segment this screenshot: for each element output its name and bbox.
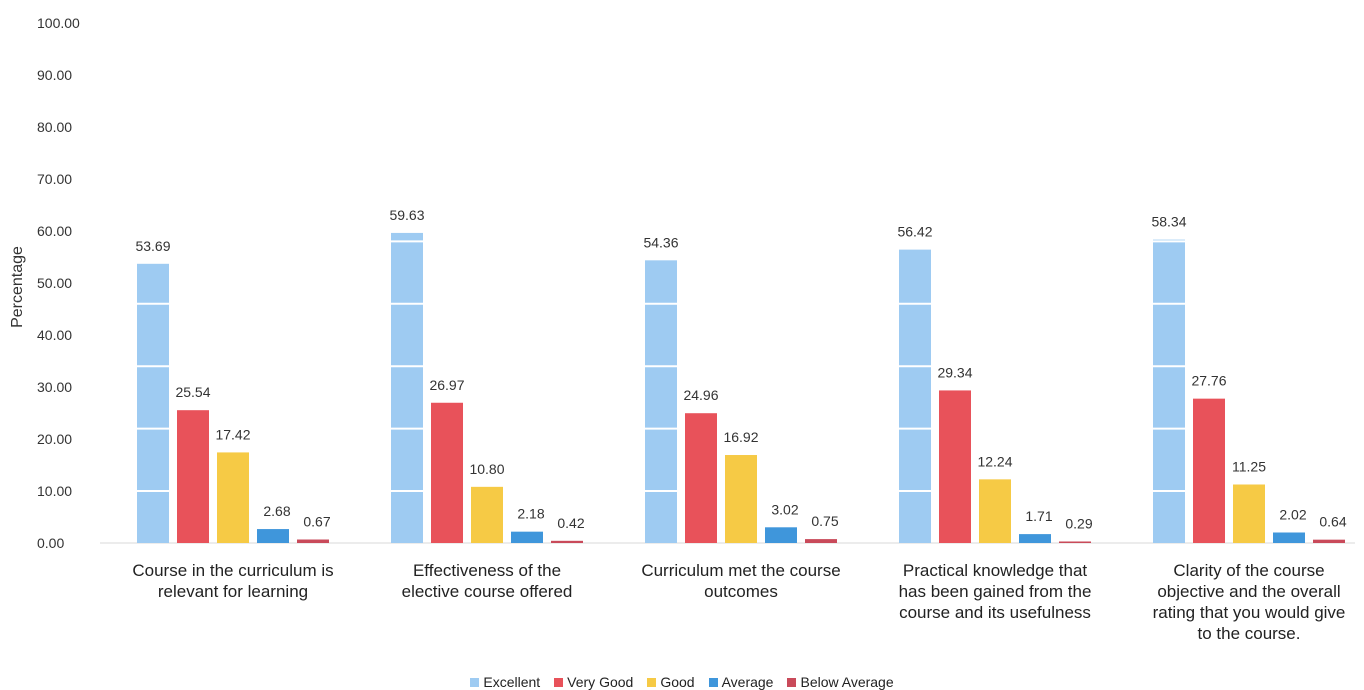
y-axis-title: Percentage — [9, 246, 26, 328]
legend-swatch — [787, 677, 797, 687]
legend-swatch — [647, 677, 657, 687]
y-tick-label: 40.00 — [37, 327, 72, 343]
category-label: Curriculum met the course outcomes — [641, 561, 840, 601]
legend-item-very-good: Very Good — [554, 674, 633, 690]
data-label-good: 17.42 — [215, 426, 250, 442]
legend-label: Good — [660, 674, 695, 690]
legend-swatch — [554, 677, 564, 687]
legend-item-good: Good — [647, 674, 695, 690]
bar-average — [765, 527, 797, 543]
y-tick-label: 20.00 — [37, 431, 72, 447]
bar-excellent — [391, 232, 423, 543]
bar-very-good — [177, 410, 209, 543]
y-tick-label: 100.00 — [37, 15, 80, 31]
data-label-below-average: 0.29 — [1065, 515, 1092, 531]
bar-very-good — [685, 413, 717, 543]
bar-good — [217, 452, 249, 543]
data-labels: 53.69 25.54 17.42 2.68 0.67 59.63 26.97 10.80 2.… — [135, 207, 1346, 532]
bar-excellent — [137, 263, 169, 543]
y-tick-label: 90.00 — [37, 67, 72, 83]
legend-swatch — [708, 677, 718, 687]
bar-chart: 0.00 10.00 20.00 30.00 40.00 50.00 60.00 70.00 8… — [9, 15, 1355, 643]
legend-swatch — [470, 677, 480, 687]
data-label-below-average: 0.42 — [557, 515, 584, 531]
y-tick-label: 50.00 — [37, 275, 72, 291]
data-label-average: 2.68 — [263, 503, 290, 519]
data-label-very-good: 24.96 — [683, 387, 718, 403]
bar-below-average — [1059, 541, 1091, 543]
category-labels: Course in the curriculum is relevant for … — [132, 561, 1345, 643]
legend-item-below-average: Below Average — [787, 674, 894, 690]
y-axis: 0.00 10.00 20.00 30.00 40.00 50.00 60.00 70.00 8… — [37, 15, 80, 551]
data-label-good: 16.92 — [723, 429, 758, 445]
bars — [137, 232, 1345, 543]
legend: Excellent Very Good Good Average Below Avera… — [0, 674, 1364, 690]
bar-very-good — [939, 390, 971, 543]
data-label-below-average: 0.67 — [303, 514, 330, 530]
bar-below-average — [297, 539, 329, 543]
bar-very-good — [431, 402, 463, 543]
bar-good — [725, 455, 757, 543]
bar-good — [471, 486, 503, 543]
legend-label: Average — [721, 674, 774, 690]
data-label-average: 1.71 — [1025, 508, 1052, 524]
data-label-very-good: 29.34 — [937, 364, 972, 380]
category-label: Practical knowledge that has been gained … — [899, 561, 1092, 622]
data-label-good: 11.25 — [1232, 459, 1266, 475]
data-label-average: 2.02 — [1279, 506, 1306, 522]
data-label-very-good: 25.54 — [175, 384, 210, 400]
bar-excellent — [1153, 239, 1185, 543]
category-label: Clarity of the course objective and the o… — [1153, 561, 1346, 643]
bar-average — [257, 529, 289, 543]
data-label-excellent: 54.36 — [643, 234, 678, 250]
data-label-very-good: 26.97 — [429, 377, 464, 393]
data-label-excellent: 56.42 — [897, 224, 932, 240]
data-label-excellent: 59.63 — [389, 207, 424, 223]
bar-excellent — [899, 249, 931, 543]
y-tick-label: 0.00 — [37, 535, 64, 551]
bar-average — [1019, 534, 1051, 543]
data-label-excellent: 58.34 — [1151, 214, 1186, 230]
y-tick-label: 80.00 — [37, 119, 72, 135]
legend-label: Excellent — [483, 674, 541, 690]
bar-below-average — [551, 540, 583, 543]
legend-label: Below Average — [800, 674, 894, 690]
y-tick-label: 30.00 — [37, 379, 72, 395]
data-label-average: 2.18 — [517, 506, 544, 522]
bar-average — [511, 531, 543, 543]
bar-very-good — [1193, 398, 1225, 543]
data-label-good: 12.24 — [977, 453, 1012, 469]
data-label-excellent: 53.69 — [135, 238, 170, 254]
category-label: Course in the curriculum is relevant for … — [132, 561, 333, 601]
bar-average — [1273, 532, 1305, 543]
data-label-good: 10.80 — [469, 461, 504, 477]
bar-good — [979, 479, 1011, 543]
bar-below-average — [805, 539, 837, 543]
legend-label: Very Good — [567, 674, 634, 690]
bar-below-average — [1313, 539, 1345, 543]
y-tick-label: 70.00 — [37, 171, 72, 187]
y-tick-label: 60.00 — [37, 223, 72, 239]
data-label-below-average: 0.64 — [1319, 514, 1346, 530]
legend-item-average: Average — [708, 674, 774, 690]
bar-good — [1233, 484, 1265, 543]
category-label: Effectiveness of the elective course offe… — [402, 561, 573, 601]
bar-excellent — [645, 260, 677, 543]
data-label-average: 3.02 — [771, 501, 798, 517]
y-tick-label: 10.00 — [37, 483, 72, 499]
data-label-very-good: 27.76 — [1191, 373, 1226, 389]
legend-item-excellent: Excellent — [470, 674, 540, 690]
data-label-below-average: 0.75 — [811, 513, 838, 529]
